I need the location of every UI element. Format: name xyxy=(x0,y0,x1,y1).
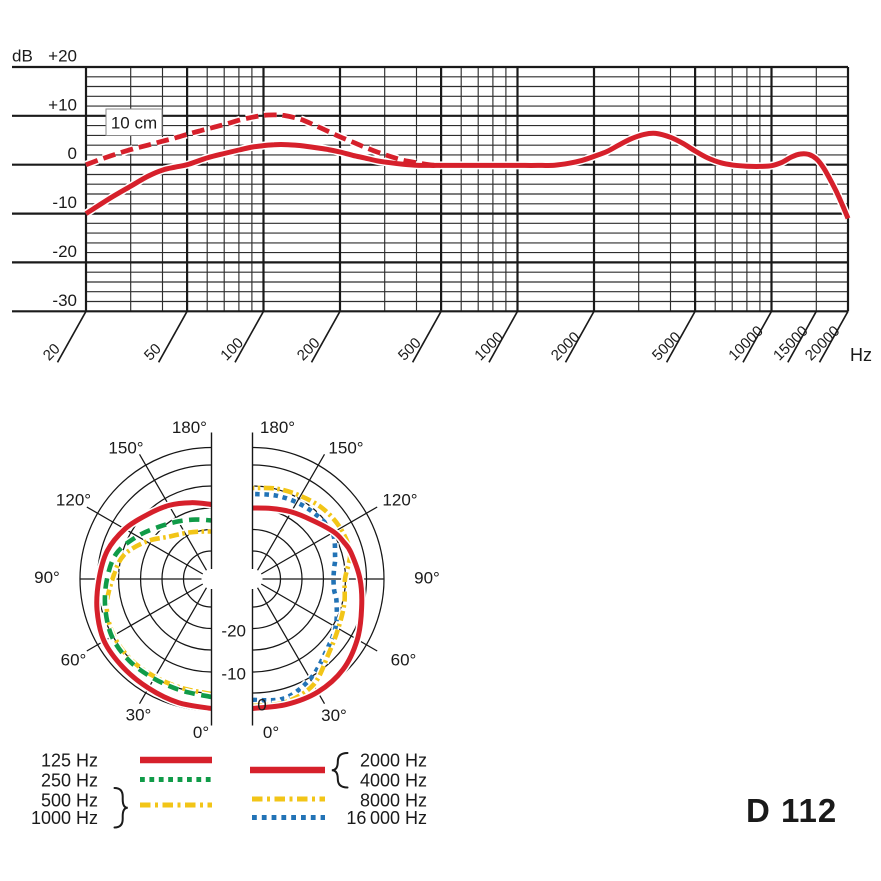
svg-text:125 Hz: 125 Hz xyxy=(41,750,98,770)
svg-text:4000 Hz: 4000 Hz xyxy=(360,770,427,790)
svg-text:30°: 30° xyxy=(126,706,152,725)
svg-text:150°: 150° xyxy=(328,439,363,458)
svg-text:2000 Hz: 2000 Hz xyxy=(360,750,427,770)
svg-text:120°: 120° xyxy=(382,491,417,510)
svg-text:180°: 180° xyxy=(260,418,295,437)
svg-text:D 112: D 112 xyxy=(746,792,837,829)
svg-text:120°: 120° xyxy=(56,491,91,510)
svg-text:90°: 90° xyxy=(414,569,440,588)
svg-text:16 000 Hz: 16 000 Hz xyxy=(346,808,427,828)
svg-text:90°: 90° xyxy=(34,568,60,587)
svg-text:180°: 180° xyxy=(172,418,207,437)
svg-text:+10: +10 xyxy=(48,95,77,114)
svg-text:10 cm: 10 cm xyxy=(111,114,157,133)
svg-text:60°: 60° xyxy=(391,651,417,670)
svg-text:dB: dB xyxy=(12,47,33,66)
svg-text:-30: -30 xyxy=(52,291,77,310)
svg-text:-20: -20 xyxy=(52,242,77,261)
svg-text:1000 Hz: 1000 Hz xyxy=(31,808,98,828)
svg-text:0°: 0° xyxy=(263,723,279,742)
svg-text:500 Hz: 500 Hz xyxy=(41,790,98,810)
svg-text:-10: -10 xyxy=(221,665,246,684)
svg-text:0: 0 xyxy=(257,696,266,715)
svg-text:150°: 150° xyxy=(108,439,143,458)
svg-text:0: 0 xyxy=(68,144,77,163)
svg-text:+20: +20 xyxy=(48,47,77,66)
svg-text:Hz: Hz xyxy=(850,345,872,365)
svg-text:-20: -20 xyxy=(221,622,246,641)
svg-text:8000 Hz: 8000 Hz xyxy=(360,790,427,810)
svg-text:60°: 60° xyxy=(61,651,87,670)
svg-text:30°: 30° xyxy=(321,706,347,725)
svg-text:250 Hz: 250 Hz xyxy=(41,770,98,790)
svg-text:0°: 0° xyxy=(193,723,209,742)
svg-text:-10: -10 xyxy=(52,193,77,212)
